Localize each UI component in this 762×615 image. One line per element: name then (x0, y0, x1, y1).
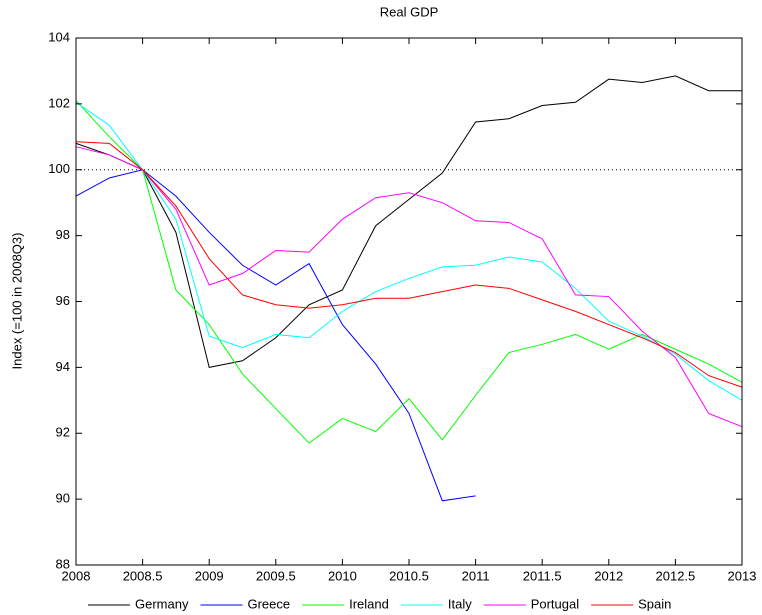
legend-label: Ireland (349, 596, 389, 611)
y-tick-label: 100 (48, 161, 70, 176)
x-tick-label: 2012.5 (656, 568, 696, 583)
x-tick-label: 2009 (195, 568, 224, 583)
y-tick-label: 90 (56, 491, 70, 506)
x-tick-label: 2010.5 (389, 568, 429, 583)
y-tick-label: 94 (56, 359, 70, 374)
series-line (75, 75, 742, 368)
y-tick-label: 92 (56, 425, 70, 440)
x-tick-label: 2011.5 (523, 568, 562, 583)
chart-title: Real GDP (380, 4, 439, 19)
x-tick-label: 2013 (728, 568, 757, 583)
x-tick-label: 2008 (62, 568, 91, 583)
legend-label: Greece (247, 596, 290, 611)
x-tick-label: 2009.5 (256, 568, 296, 583)
legend-label: Italy (448, 596, 472, 611)
y-tick-label: 88 (56, 556, 70, 571)
plot-area (76, 38, 742, 565)
y-tick-label: 102 (48, 95, 70, 110)
series-line (75, 100, 743, 444)
legend-label: Germany (135, 596, 189, 611)
x-tick-label: 2011 (462, 568, 490, 583)
y-tick-label: 98 (56, 227, 70, 242)
y-tick-label: 104 (48, 29, 70, 44)
series-line (75, 101, 743, 401)
x-tick-label: 2012 (594, 568, 623, 583)
y-axis-label: Index (=100 in 2008Q3) (9, 233, 24, 370)
y-tick-label: 96 (56, 293, 70, 308)
x-tick-label: 2008.5 (123, 568, 163, 583)
series-line (75, 146, 743, 428)
legend-label: Spain (638, 596, 671, 611)
legend-label: Portugal (531, 596, 580, 611)
series-line (75, 141, 743, 388)
x-tick-label: 2010 (328, 568, 357, 583)
